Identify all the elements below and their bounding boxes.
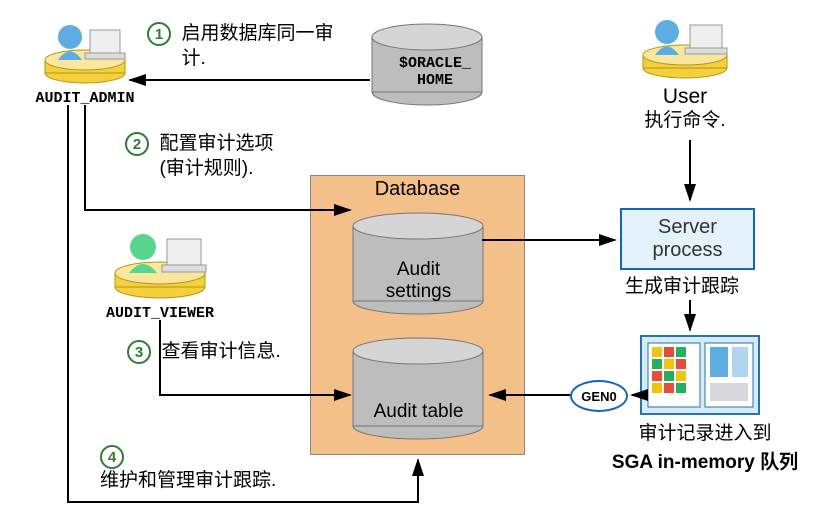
viewer-icon <box>95 225 225 300</box>
database-title: Database <box>311 178 524 201</box>
step-3-num: 3 <box>127 340 151 364</box>
sga-caption: 审计记录进入到 SGA in-memory 队列 <box>605 422 805 474</box>
step-2-text1: 配置审计选项 <box>159 133 273 154</box>
gen0-node: GEN0 <box>570 380 628 412</box>
step-2: 2 配置审计选项 (审计规则). <box>125 132 273 181</box>
step-1-text2: 计. <box>181 48 205 69</box>
audit-settings-label2: settings <box>386 281 451 302</box>
server-process-box: Server process <box>620 208 755 270</box>
server-line2: process <box>622 239 753 262</box>
actor-user: User 执行命令. <box>625 10 745 134</box>
step-1-num: 1 <box>147 22 171 46</box>
server-line1: Server <box>622 216 753 239</box>
step-3: 3 查看审计信息. <box>127 340 281 365</box>
step-3-text: 查看审计信息. <box>161 341 280 362</box>
step-1: 1 启用数据库同一审 计. <box>147 22 333 71</box>
step-1-text1: 启用数据库同一审 <box>181 23 333 44</box>
step-4: 4 维护和管理审计跟踪. <box>100 445 276 494</box>
step-2-num: 2 <box>125 132 149 156</box>
viewer-label: AUDIT_VIEWER <box>95 305 225 322</box>
audit-table-label: Audit table <box>351 401 486 423</box>
step-4-num: 4 <box>100 445 124 469</box>
sga-memory-icon <box>640 335 760 415</box>
server-caption: 生成审计跟踪 <box>625 275 739 300</box>
step-2-text2: (审计规则). <box>159 158 253 179</box>
user-label: User <box>625 85 745 109</box>
user-icon <box>625 10 745 80</box>
audit-table-cylinder: Audit table <box>351 336 486 441</box>
user-sub: 执行命令. <box>625 109 745 134</box>
audit-settings-cylinder: Audit settings <box>351 211 486 316</box>
gen0-label: GEN0 <box>581 389 616 404</box>
database-box: Database Audit settings Audit table <box>310 175 525 455</box>
actor-audit-viewer: AUDIT_VIEWER <box>95 225 225 322</box>
sga-caption1: 审计记录进入到 <box>605 422 805 447</box>
sga-caption2: SGA in-memory 队列 <box>612 452 798 473</box>
oracle-home-label: $ORACLE_HOME <box>390 55 480 89</box>
actor-audit-admin: AUDIT_ADMIN <box>30 15 140 107</box>
step-4-text: 维护和管理审计跟踪. <box>100 470 276 491</box>
admin-label: AUDIT_ADMIN <box>30 90 140 107</box>
audit-settings-label1: Audit <box>397 259 440 280</box>
admin-icon <box>30 15 140 85</box>
